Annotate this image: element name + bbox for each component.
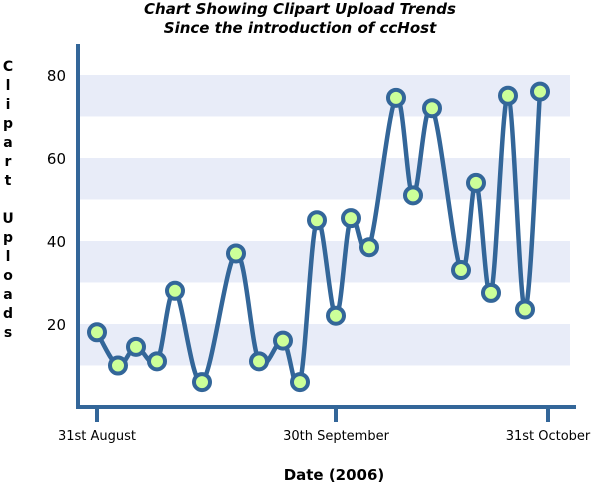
data-point — [386, 87, 406, 108]
data-point — [87, 322, 107, 343]
data-point — [226, 243, 246, 264]
x-tick-label: 31st August — [58, 429, 136, 444]
data-point — [498, 85, 518, 106]
data-point — [451, 260, 471, 281]
y-ticks: 20 40 60 80 — [47, 67, 66, 334]
data-point — [165, 280, 185, 301]
grid-band — [78, 75, 570, 117]
y-tick-label: 80 — [47, 67, 66, 85]
y-axis-label-char: i — [5, 97, 11, 113]
y-axis-label-char: p — [2, 116, 14, 132]
x-axis-label: Date (2006) — [283, 466, 385, 484]
data-point — [466, 172, 486, 193]
y-axis-label-char: l — [5, 249, 11, 265]
data-point — [530, 81, 550, 102]
data-point — [108, 355, 128, 376]
data-point — [403, 185, 423, 206]
y-axis-label-char: r — [4, 154, 12, 170]
data-point — [192, 372, 212, 393]
y-axis-label-char: l — [5, 78, 11, 94]
data-point — [481, 282, 501, 303]
y-tick-label: 60 — [47, 150, 66, 168]
y-axis-label-char: t — [4, 173, 12, 189]
data-point — [515, 299, 535, 320]
axes — [76, 44, 576, 409]
y-axis-label-char: C — [2, 59, 14, 75]
x-tick-label: 30th September — [283, 429, 390, 444]
data-point — [273, 330, 293, 351]
x-ticks: 31st August 30th September 31st October — [58, 407, 591, 444]
data-point — [359, 237, 379, 258]
y-axis-label-char: a — [3, 287, 13, 303]
y-axis-label-char: s — [3, 325, 13, 341]
chart-subtitle: Since the introduction of ccHost — [163, 19, 437, 37]
series-markers — [87, 81, 550, 393]
data-point — [307, 210, 327, 231]
data-point — [147, 351, 167, 372]
data-point — [422, 98, 442, 119]
grid-band — [78, 158, 570, 200]
data-point — [341, 208, 361, 229]
y-axis-label-char: o — [3, 268, 13, 284]
y-axis-label-char: d — [2, 306, 14, 322]
data-point — [249, 351, 269, 372]
data-point — [126, 336, 146, 357]
data-point — [326, 305, 346, 326]
data-point — [290, 372, 310, 393]
x-tick-label: 31st October — [506, 429, 591, 444]
y-axis-label-char: a — [3, 135, 13, 151]
y-tick-label: 40 — [47, 233, 66, 251]
chart-title: Chart Showing Clipart Upload Trends — [144, 0, 456, 18]
y-axis-label-char: U — [2, 211, 14, 227]
y-axis-label-char: p — [2, 230, 14, 246]
y-tick-label: 20 — [47, 316, 66, 334]
